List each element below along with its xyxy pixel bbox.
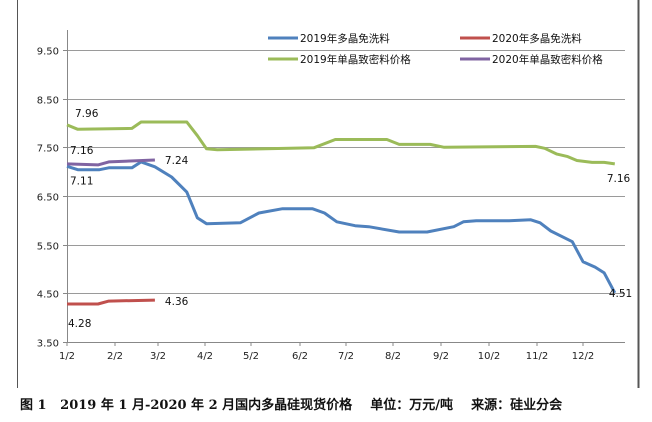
x-tick-label: 11/2 xyxy=(526,351,548,362)
data-label: 7.16 xyxy=(70,145,94,157)
series-line-2 xyxy=(66,120,616,166)
series-line-0 xyxy=(66,160,617,294)
figure-caption: 图 1 2019 年 1 月-2020 年 2 月国内多晶硅现货价格 单位：万元… xyxy=(20,398,563,413)
x-tick-label: 12/2 xyxy=(572,351,594,362)
x-tick-label: 2/2 xyxy=(107,351,123,362)
x-tick-label: 5/2 xyxy=(243,351,259,362)
y-tick-label: 4.50 xyxy=(37,290,59,301)
legend-entry: 2020年多晶免洗料 xyxy=(492,32,582,45)
y-tick-label: 9.50 xyxy=(37,47,59,58)
y-tick-label: 6.50 xyxy=(37,193,59,204)
series-line-3 xyxy=(66,158,155,167)
y-tick-label: 7.50 xyxy=(37,144,59,155)
x-tick-label: 6/2 xyxy=(292,351,308,362)
x-tick-label: 10/2 xyxy=(478,351,500,362)
data-label: 4.28 xyxy=(68,318,91,330)
data-label: 4.36 xyxy=(165,296,189,308)
x-tick-label: 8/2 xyxy=(385,351,401,362)
legend-entry: 2019年多晶免洗料 xyxy=(300,32,390,45)
y-tick-label: 8.50 xyxy=(37,96,59,107)
legend-entry: 2019年单晶致密料价格 xyxy=(300,53,411,66)
data-label: 7.24 xyxy=(165,155,189,167)
data-label: 7.11 xyxy=(70,175,93,187)
x-tick-label: 1/2 xyxy=(59,351,75,362)
legend-entry: 2020年单晶致密料价格 xyxy=(492,53,603,66)
y-tick-label: 3.50 xyxy=(37,339,59,350)
x-tick-label: 9/2 xyxy=(433,351,449,362)
data-label: 7.16 xyxy=(607,173,631,185)
data-label: 7.96 xyxy=(75,108,99,120)
x-tick-label: 7/2 xyxy=(338,351,354,362)
x-tick-label: 3/2 xyxy=(150,351,166,362)
data-label: 4.51 xyxy=(609,288,632,300)
x-tick-label: 4/2 xyxy=(197,351,213,362)
series-line-1 xyxy=(67,298,155,306)
y-tick-label: 5.50 xyxy=(37,242,59,253)
